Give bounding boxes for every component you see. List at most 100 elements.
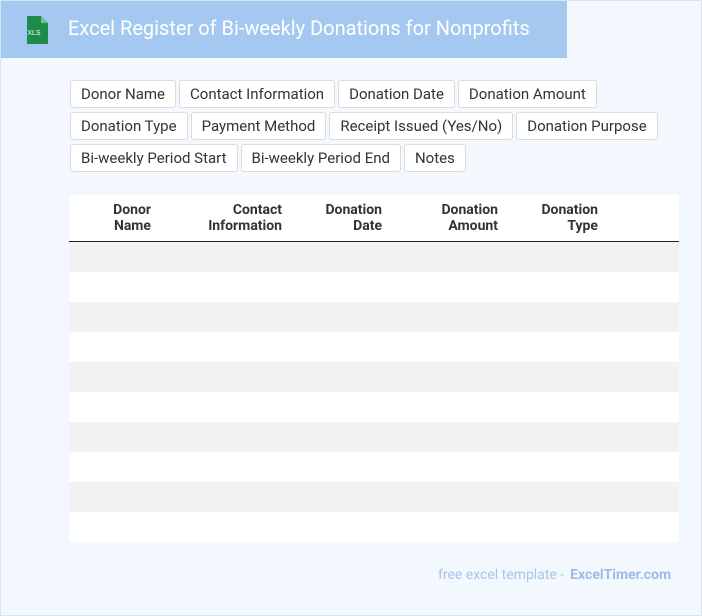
icon-label: XLS	[27, 30, 41, 37]
field-chip: Contact Information	[179, 80, 336, 108]
field-chip: Receipt Issued (Yes/No)	[329, 112, 514, 140]
table-cell	[608, 392, 679, 422]
table-row	[69, 332, 679, 362]
table-cell	[161, 362, 292, 392]
field-list: Donor Name Contact Information Donation Da…	[70, 80, 662, 172]
table-cell	[508, 452, 608, 482]
column-header: Donation Date	[292, 195, 392, 242]
table-cell	[608, 302, 679, 332]
column-header: Payment Method	[608, 195, 679, 242]
table-cell	[69, 302, 161, 332]
table-cell	[69, 241, 161, 272]
field-chip: Donation Purpose	[516, 112, 658, 140]
table-row	[69, 392, 679, 422]
table-cell	[69, 332, 161, 362]
table-cell	[161, 302, 292, 332]
table-cell	[508, 512, 608, 542]
column-header: Donor Name	[69, 195, 161, 242]
table-cell	[608, 422, 679, 452]
table-cell	[508, 272, 608, 302]
table-cell	[608, 512, 679, 542]
table-cell	[161, 422, 292, 452]
field-chip: Donor Name	[70, 80, 177, 108]
table-cell	[508, 482, 608, 512]
table-cell	[292, 512, 392, 542]
table-cell	[508, 332, 608, 362]
table-body	[69, 241, 679, 543]
column-label: Donation Type	[541, 202, 598, 234]
table-cell	[292, 452, 392, 482]
table-cell	[508, 241, 608, 272]
table-cell	[69, 392, 161, 422]
field-chip: Bi-weekly Period End	[240, 144, 401, 172]
table-row	[69, 482, 679, 512]
table-cell	[69, 452, 161, 482]
table-cell	[161, 272, 292, 302]
header-banner: XLS Excel Register of Bi-weekly Donation…	[1, 1, 567, 58]
table-cell	[608, 332, 679, 362]
table-cell	[292, 482, 392, 512]
column-label: Contact Information	[208, 202, 282, 234]
table-cell	[508, 422, 608, 452]
table-cell	[392, 512, 508, 542]
table-row	[69, 272, 679, 302]
footer-text: free excel template -	[438, 567, 565, 583]
column-label: Donor Name	[113, 202, 151, 234]
table-cell	[292, 272, 392, 302]
table-cell	[161, 332, 292, 362]
table-cell	[161, 241, 292, 272]
table-cell	[392, 452, 508, 482]
column-header: Contact Information	[161, 195, 292, 242]
table-cell	[161, 482, 292, 512]
table-cell	[69, 272, 161, 302]
table-cell	[69, 482, 161, 512]
table-row	[69, 452, 679, 482]
table-cell	[392, 302, 508, 332]
table-cell	[292, 392, 392, 422]
register-table: Donor Name Contact Information Donation Da…	[69, 195, 679, 542]
table-row	[69, 362, 679, 392]
table-cell	[161, 512, 292, 542]
table-cell	[508, 392, 608, 422]
field-chip: Donation Date	[338, 80, 455, 108]
table-cell	[392, 482, 508, 512]
footer-link[interactable]: ExcelTimer.com	[570, 567, 672, 583]
table-cell	[292, 241, 392, 272]
header-row: Donor Name Contact Information Donation Da…	[69, 195, 679, 242]
table-cell	[392, 392, 508, 422]
table-cell	[392, 332, 508, 362]
column-header: Donation Type	[508, 195, 608, 242]
table-cell	[69, 512, 161, 542]
table-cell	[608, 272, 679, 302]
table-cell	[608, 452, 679, 482]
table-row	[69, 302, 679, 332]
field-chip: Donation Amount	[457, 80, 597, 108]
table-cell	[392, 422, 508, 452]
column-label: Donation Amount	[441, 202, 498, 234]
table-cell	[392, 272, 508, 302]
table-cell	[161, 452, 292, 482]
table-cell	[392, 362, 508, 392]
table-cell	[292, 332, 392, 362]
field-chip: Payment Method	[190, 112, 327, 140]
field-chip: Notes	[403, 144, 466, 172]
table-row	[69, 512, 679, 542]
table-cell	[69, 362, 161, 392]
table-cell	[608, 241, 679, 272]
table-cell	[292, 362, 392, 392]
table-row	[69, 241, 679, 272]
xls-icon: XLS	[27, 16, 48, 44]
page-title: Excel Register of Bi-weekly Donations fo…	[68, 16, 530, 40]
column-label: Donation Date	[325, 202, 382, 234]
table-row	[69, 422, 679, 452]
table-cell	[508, 362, 608, 392]
table: Donor Name Contact Information Donation Da…	[69, 195, 679, 542]
field-chip: Donation Type	[70, 112, 188, 140]
table-cell	[292, 422, 392, 452]
table-cell	[608, 482, 679, 512]
table-cell	[608, 362, 679, 392]
field-chip: Bi-weekly Period Start	[70, 144, 238, 172]
table-cell	[392, 241, 508, 272]
table-cell	[292, 302, 392, 332]
